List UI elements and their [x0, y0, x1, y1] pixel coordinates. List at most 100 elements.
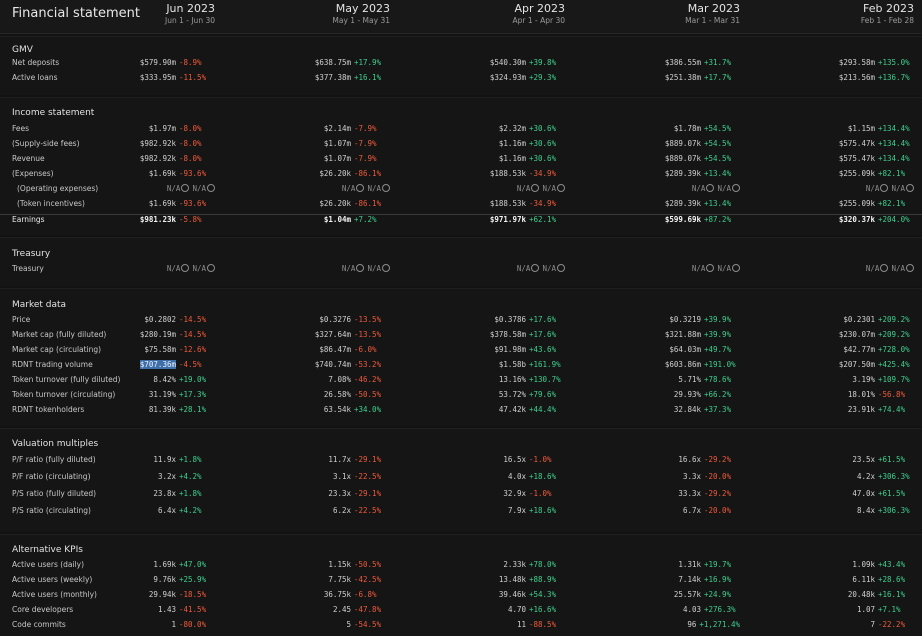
value-cell[interactable]: 23.3x -29.1% [220, 489, 390, 503]
value-cell[interactable]: 23.5x +61.5% [744, 455, 914, 469]
value-cell[interactable]: $579.90m -8.9% [45, 58, 215, 72]
table-row[interactable]: Token turnover (fully diluted) 8.42% +19.0… [0, 375, 922, 389]
value-cell[interactable]: $1.07m -7.9% [220, 154, 390, 168]
info-icon[interactable] [906, 184, 914, 192]
value-cell[interactable]: N/A N/A [395, 184, 565, 198]
value-cell[interactable]: 4.2x +306.3% [744, 472, 914, 486]
value-cell[interactable]: 23.91k +74.4% [744, 405, 914, 419]
info-icon[interactable] [356, 184, 365, 192]
value-cell[interactable]: $1.04m +7.2% [220, 215, 390, 229]
value-cell[interactable]: $1.07m -7.9% [220, 139, 390, 153]
table-row[interactable]: Active users (daily) 1.69k +47.0% 1.15k -50.… [0, 560, 922, 574]
value-cell[interactable]: 16.5x -1.0% [395, 455, 565, 469]
value-cell[interactable]: 29.93% +66.2% [570, 390, 740, 404]
value-cell[interactable]: $981.23k -5.8% [45, 215, 215, 229]
value-cell[interactable]: 7.75k -42.5% [220, 575, 390, 589]
value-cell[interactable]: N/A N/A [744, 184, 914, 198]
value-cell[interactable]: 9.76k +25.9% [45, 575, 215, 589]
value-cell[interactable]: N/A N/A [395, 264, 565, 278]
value-cell[interactable]: 1.43 -41.5% [45, 605, 215, 619]
value-cell[interactable]: $0.3276 -13.5% [220, 315, 390, 329]
value-cell[interactable]: $91.98m +43.6% [395, 345, 565, 359]
value-cell[interactable]: $1.16m +30.6% [395, 154, 565, 168]
column-header[interactable]: Jun 2023 Jun 1 - Jun 30 [55, 2, 215, 26]
value-cell[interactable]: 6.4x +4.2% [45, 506, 215, 520]
value-cell[interactable]: $1.16m +30.6% [395, 139, 565, 153]
value-cell[interactable]: 6.7x -20.0% [570, 506, 740, 520]
value-cell[interactable]: 11 -88.5% [395, 620, 565, 634]
value-cell[interactable]: $86.47m -6.0% [220, 345, 390, 359]
info-icon[interactable] [732, 264, 740, 272]
value-cell[interactable]: $333.95m -11.5% [45, 73, 215, 87]
value-cell[interactable]: 1.15k -50.5% [220, 560, 390, 574]
value-cell[interactable]: N/A N/A [570, 184, 740, 198]
value-cell[interactable]: 32.84k +37.3% [570, 405, 740, 419]
value-cell[interactable]: $75.58m -12.6% [45, 345, 215, 359]
info-icon[interactable] [207, 264, 215, 272]
info-icon[interactable] [382, 264, 390, 272]
value-cell[interactable]: N/A N/A [45, 264, 215, 278]
info-icon[interactable] [557, 184, 565, 192]
table-row[interactable]: P/F ratio (circulating) 3.2x +4.2% 3.1x -22.… [0, 472, 922, 486]
value-cell[interactable]: $188.53k -34.9% [395, 169, 565, 183]
value-cell[interactable]: $0.3786 +17.6% [395, 315, 565, 329]
value-cell[interactable]: 1 -80.0% [45, 620, 215, 634]
value-cell[interactable]: 3.2x +4.2% [45, 472, 215, 486]
value-cell[interactable]: $26.20k -86.1% [220, 169, 390, 183]
value-cell[interactable]: $293.58m +135.0% [744, 58, 914, 72]
value-cell[interactable]: 5 -54.5% [220, 620, 390, 634]
value-cell[interactable]: $971.97k +62.1% [395, 215, 565, 229]
info-icon[interactable] [531, 264, 540, 272]
table-row[interactable]: P/S ratio (fully diluted) 23.8x +1.8% 23.3x… [0, 489, 922, 503]
table-row[interactable]: (Token incentives) $1.69k -93.6% $26.20k -86… [0, 199, 922, 213]
table-row[interactable]: P/S ratio (circulating) 6.4x +4.2% 6.2x -22.… [0, 506, 922, 520]
value-cell[interactable]: $1.58b +161.9% [395, 360, 565, 374]
value-cell[interactable]: 29.94k -18.5% [45, 590, 215, 604]
info-icon[interactable] [181, 264, 190, 272]
column-header[interactable]: Mar 2023 Mar 1 - Mar 31 [580, 2, 740, 26]
value-cell[interactable]: 7.08% -46.2% [220, 375, 390, 389]
value-cell[interactable]: 47.0x +61.5% [744, 489, 914, 503]
table-row[interactable]: Treasury N/A N/A N/A N/A N/A N/A N/A N/A N/A N/A [0, 264, 922, 278]
value-cell[interactable]: 5.71% +78.6% [570, 375, 740, 389]
value-cell[interactable]: $255.09k +82.1% [744, 199, 914, 213]
column-header[interactable]: Feb 2023 Feb 1 - Feb 28 [754, 2, 914, 26]
table-row[interactable]: RDNT tokenholders 81.39k +28.1% 63.54k +34.0… [0, 405, 922, 419]
value-cell[interactable]: $575.47k +134.4% [744, 154, 914, 168]
value-cell[interactable]: $2.32m +30.6% [395, 124, 565, 138]
table-row[interactable]: Market cap (circulating) $75.58m -12.6% $86… [0, 345, 922, 359]
value-cell[interactable]: 11.9x +1.8% [45, 455, 215, 469]
table-row[interactable]: RDNT trading volume $707.36m -4.5% $740.74m… [0, 360, 922, 374]
table-row[interactable]: Price $0.2802 -14.5% $0.3276 -13.5% $0.3786 +1… [0, 315, 922, 329]
value-cell[interactable]: 53.72% +79.6% [395, 390, 565, 404]
value-cell[interactable]: 47.42k +44.4% [395, 405, 565, 419]
value-cell[interactable]: 3.3x -20.0% [570, 472, 740, 486]
value-cell[interactable]: N/A N/A [744, 264, 914, 278]
column-header[interactable]: Apr 2023 Apr 1 - Apr 30 [405, 2, 565, 26]
column-header[interactable]: May 2023 May 1 - May 31 [230, 2, 390, 26]
value-cell[interactable]: $599.69k +87.2% [570, 215, 740, 229]
value-cell[interactable]: $1.78m +54.5% [570, 124, 740, 138]
value-cell[interactable]: $289.39k +13.4% [570, 169, 740, 183]
value-cell[interactable]: 4.70 +16.6% [395, 605, 565, 619]
table-row[interactable]: Fees $1.97m -8.0% $2.14m -7.9% $2.32m +30.6% $1… [0, 124, 922, 138]
info-icon[interactable] [706, 264, 715, 272]
value-cell[interactable]: 26.58% -50.5% [220, 390, 390, 404]
info-icon[interactable] [207, 184, 215, 192]
info-icon[interactable] [906, 264, 914, 272]
table-row[interactable]: Token turnover (circulating) 31.19% +17.3%… [0, 390, 922, 404]
table-row[interactable]: Active users (weekly) 9.76k +25.9% 7.75k -42… [0, 575, 922, 589]
value-cell[interactable]: $207.50m +425.4% [744, 360, 914, 374]
value-cell[interactable]: 8.42% +19.0% [45, 375, 215, 389]
value-cell[interactable]: $575.47k +134.4% [744, 139, 914, 153]
value-cell[interactable]: 2.45 -47.8% [220, 605, 390, 619]
value-cell[interactable]: $540.30m +39.8% [395, 58, 565, 72]
value-cell[interactable]: $889.07k +54.5% [570, 139, 740, 153]
value-cell[interactable]: 6.11k +28.6% [744, 575, 914, 589]
value-cell[interactable]: N/A N/A [45, 184, 215, 198]
value-cell[interactable]: N/A N/A [220, 184, 390, 198]
info-icon[interactable] [557, 264, 565, 272]
value-cell[interactable]: 96 +1,271.4% [570, 620, 740, 634]
value-cell[interactable]: $280.19m -14.5% [45, 330, 215, 344]
value-cell[interactable]: $0.2301 +209.2% [744, 315, 914, 329]
